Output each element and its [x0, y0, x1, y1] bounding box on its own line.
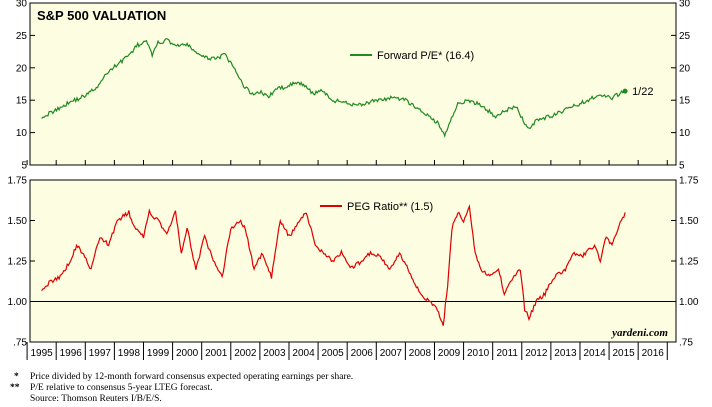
pe-ytick-label-right: 10: [679, 128, 691, 139]
footnote-1-text: Price divided by 12-month forward consen…: [30, 371, 353, 382]
pe-panel: [29, 2, 677, 166]
year-label: 2006: [351, 348, 374, 359]
year-label: 2010: [467, 348, 490, 359]
pe-end-marker: [622, 88, 628, 94]
year-label: 2005: [322, 348, 345, 359]
year-label: 2001: [205, 348, 228, 359]
year-label: 1999: [147, 348, 170, 359]
footnote-1-marker: *: [14, 372, 19, 382]
footnote-2-marker: **: [10, 383, 20, 393]
year-label: 1995: [31, 348, 54, 359]
year-label: 2016: [642, 348, 665, 359]
pe-ytick-label-left: 5: [21, 161, 27, 172]
pe-ytick-label-right: 30: [679, 0, 691, 10]
year-label: 2000: [176, 348, 199, 359]
year-label: 2003: [263, 348, 286, 359]
pe-ytick-label-left: 30: [16, 0, 28, 10]
pe-legend-label: Forward P/E* (16.4): [377, 50, 474, 62]
peg-ytick-label-left: 1.50: [8, 216, 28, 227]
peg-ytick-label-left: 1.25: [8, 257, 28, 268]
pe-date-annotation: 1/22: [632, 86, 653, 98]
source-note: Source: Thomson Reuters I/B/E/S.: [30, 394, 162, 404]
peg-ytick-label-left: 1.75: [8, 176, 28, 187]
peg-ytick-label-right: 1.50: [679, 216, 699, 227]
year-axis: 1995 1996 1997 1998 1999 2000 2001 2002 2003 2004…: [26, 160, 668, 360]
pe-ytick-label-left: 10: [16, 128, 28, 139]
year-label: 2002: [234, 348, 257, 359]
year-label: 2013: [554, 348, 577, 359]
chart-title: S&P 500 VALUATION: [37, 8, 166, 23]
peg-ytick-label-right: 1.00: [679, 297, 699, 308]
year-label: 1998: [118, 348, 141, 359]
pe-series-line: [41, 38, 626, 139]
year-label: 2004: [292, 348, 315, 359]
peg-ytick-label-right: 1.25: [679, 257, 699, 268]
footnote-2-text: P/E relative to consensus 5-year LTEG fo…: [30, 382, 212, 393]
year-label: 2012: [525, 348, 548, 359]
year-label: 2009: [438, 348, 461, 359]
brand-label: yardeni.com: [610, 327, 668, 339]
peg-ytick-label-left: 1.00: [8, 297, 28, 308]
peg-ytick-label-right: 1.75: [679, 176, 699, 187]
year-label: 2014: [583, 348, 606, 359]
pe-ytick-label-left: 15: [16, 96, 28, 107]
peg-ytick-label-left: .75: [13, 338, 27, 349]
peg-legend-label: PEG Ratio** (1.5): [347, 201, 433, 213]
year-label: 2011: [496, 348, 518, 359]
pe-ytick-label-left: 20: [16, 63, 28, 74]
year-label: 1996: [60, 348, 83, 359]
pe-ytick-label-right: 25: [679, 31, 691, 42]
pe-ytick-label-right: 20: [679, 63, 691, 74]
year-label: 1997: [89, 348, 112, 359]
year-label: 2015: [612, 348, 635, 359]
pe-ytick-label-left: 25: [16, 31, 28, 42]
peg-series-line: [41, 203, 626, 326]
peg-ytick-label-right: .75: [679, 338, 693, 349]
year-label: 2007: [380, 348, 403, 359]
pe-ytick-label-right: 15: [679, 96, 691, 107]
year-label: 2008: [409, 348, 432, 359]
peg-panel: [29, 179, 677, 343]
pe-ytick-label-right: 5: [679, 161, 685, 172]
